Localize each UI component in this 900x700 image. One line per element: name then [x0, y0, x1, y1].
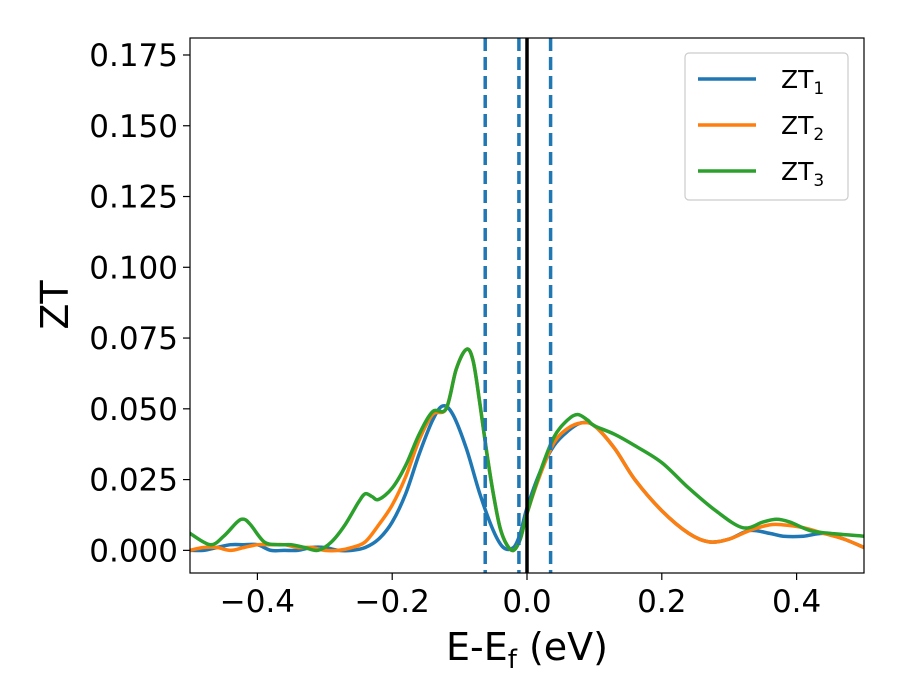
y-tick-label: 0.000	[89, 533, 178, 569]
x-tick-label: 0.2	[637, 584, 686, 620]
series-line-zt3	[190, 347, 864, 553]
legend-box	[684, 52, 849, 201]
y-tick-label: 0.075	[89, 321, 178, 357]
legend-label-zt3: ZT3	[781, 157, 824, 191]
legend-label-zt1: ZT1	[781, 65, 824, 99]
x-tick-label: 0.0	[502, 584, 551, 620]
y-axis-label: ZT	[33, 280, 77, 330]
y-tick-label: 0.175	[89, 38, 178, 74]
y-axis-ticks: 0.000 0.025 0.050 0.075 0.100 0.125 0.150 0.175	[89, 38, 190, 569]
y-tick-label: 0.050	[89, 392, 178, 428]
y-tick-label: 0.125	[89, 180, 178, 216]
x-tick-label: 0.4	[772, 584, 821, 620]
legend-label-zt2: ZT2	[781, 111, 824, 145]
y-tick-label: 0.150	[89, 109, 178, 145]
x-tick-label: −0.4	[220, 584, 295, 620]
reference-lines	[483, 38, 553, 573]
x-tick-label: −0.2	[355, 584, 430, 620]
y-tick-label: 0.025	[89, 463, 178, 499]
x-axis-ticks: −0.4 −0.2 0.0 0.2 0.4	[220, 573, 821, 620]
legend: ZT1 ZT2 ZT3	[684, 52, 849, 201]
x-axis-label: E-Ef (eV)	[446, 625, 608, 675]
y-tick-label: 0.100	[89, 250, 178, 286]
